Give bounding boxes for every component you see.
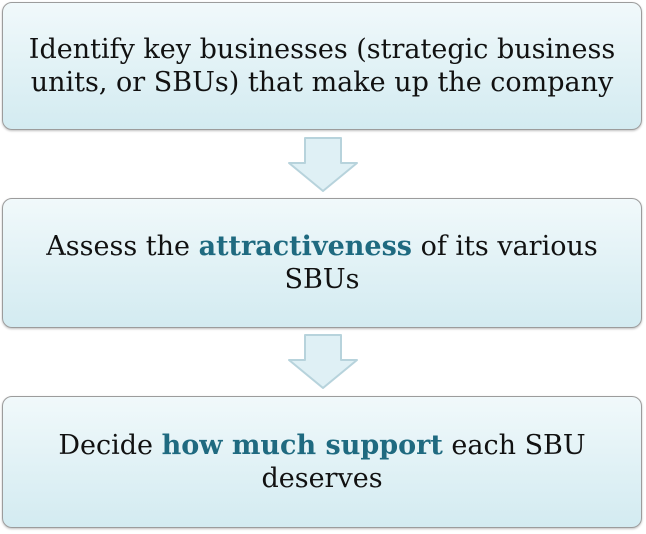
step-1-box: Identify key businesses (strategic busin… xyxy=(2,2,642,130)
step-3-box: Decide how much support each SBU deserve… xyxy=(2,396,642,528)
step-3-line-2: deserves xyxy=(261,463,383,494)
step-3-text: Decide how much support each SBU deserve… xyxy=(58,429,585,495)
down-arrow-icon xyxy=(288,334,358,389)
step-2-box: Assess the attractiveness of its various… xyxy=(2,198,642,328)
step-2-text-before: Assess the xyxy=(46,231,199,262)
step-3-text-after: each SBU xyxy=(442,430,586,461)
step-2-text: Assess the attractiveness of its various… xyxy=(46,230,597,296)
step-1-text: Identify key businesses (strategic busin… xyxy=(29,33,615,99)
step-3-line-1: Decide how much support each SBU xyxy=(58,429,585,462)
step-2-line-2: SBUs xyxy=(284,264,360,295)
step-2-text-after: of its various xyxy=(411,231,598,262)
step-2-line-1: Assess the attractiveness of its various xyxy=(46,230,597,263)
step-3-text-before: Decide xyxy=(58,430,162,461)
step-1-line-2: units, or SBUs) that make up the company xyxy=(30,67,614,98)
step-1-line-1: Identify key businesses (strategic busin… xyxy=(28,34,616,65)
down-arrow-icon xyxy=(288,137,358,192)
step-3-highlight: how much support xyxy=(161,430,443,461)
step-2-highlight: attractiveness xyxy=(198,231,412,262)
